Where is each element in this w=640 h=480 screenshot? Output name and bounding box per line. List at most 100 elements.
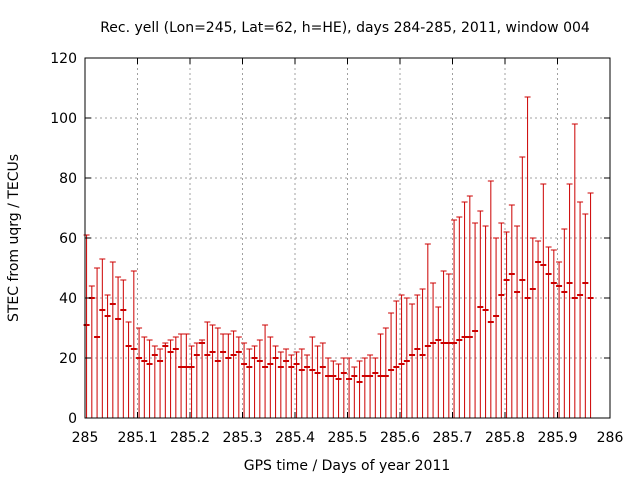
- error-bar: [262, 324, 269, 418]
- error-bar: [120, 279, 127, 418]
- error-bar: [314, 345, 321, 418]
- error-bar: [587, 192, 594, 418]
- error-bar: [125, 321, 132, 418]
- error-bar: [440, 270, 447, 418]
- error-bar: [193, 342, 200, 418]
- error-bar: [199, 339, 206, 418]
- error-bar: [298, 348, 305, 418]
- error-bar: [214, 327, 221, 418]
- error-bar: [141, 336, 148, 418]
- error-bar: [283, 348, 290, 418]
- error-bar: [514, 225, 521, 418]
- error-bar: [508, 204, 515, 418]
- error-bar: [104, 294, 111, 418]
- chart-title: Rec. yell (Lon=245, Lat=62, h=HE), days …: [100, 20, 590, 36]
- x-tick-label: 285.3: [222, 430, 262, 446]
- error-bar: [351, 366, 358, 418]
- error-bar: [340, 357, 347, 418]
- error-bar: [388, 312, 395, 418]
- error-bar: [225, 333, 232, 418]
- error-bar: [272, 345, 279, 418]
- x-tick-label: 285.5: [327, 430, 367, 446]
- data-series: [83, 96, 594, 418]
- error-bar: [209, 324, 216, 418]
- error-bar: [167, 339, 174, 418]
- grid-lines: [85, 58, 610, 418]
- error-bar: [445, 273, 452, 418]
- error-bar: [498, 222, 505, 418]
- error-bar: [94, 267, 101, 418]
- x-tick-label: 285.8: [485, 430, 525, 446]
- x-tick-label: 286: [597, 430, 624, 446]
- error-bar: [157, 348, 164, 418]
- error-bar: [304, 354, 311, 418]
- error-bar: [83, 234, 90, 418]
- x-axis-label: GPS time / Days of year 2011: [244, 458, 451, 474]
- error-bar: [561, 228, 568, 418]
- error-bar: [319, 342, 326, 418]
- error-bar: [451, 219, 458, 418]
- error-bar: [524, 96, 531, 418]
- error-bar: [109, 261, 116, 418]
- error-bar: [456, 216, 463, 418]
- x-tick-label: 285: [72, 430, 99, 446]
- error-bar: [414, 294, 421, 418]
- error-bar: [235, 336, 242, 418]
- error-bar: [477, 210, 484, 418]
- y-tick-label: 60: [59, 231, 77, 247]
- error-bar: [466, 195, 473, 418]
- error-bar: [162, 342, 169, 418]
- y-tick-label: 40: [59, 291, 77, 307]
- error-bar: [267, 336, 274, 418]
- error-bar: [230, 330, 237, 418]
- error-bar: [277, 351, 284, 418]
- error-bar: [566, 183, 573, 418]
- y-tick-label: 80: [59, 171, 77, 187]
- error-bar: [346, 357, 353, 418]
- error-bar: [246, 348, 253, 418]
- y-tick-label: 100: [50, 111, 77, 127]
- error-bar: [204, 321, 211, 418]
- error-bar: [556, 261, 563, 418]
- error-bar: [472, 222, 479, 418]
- error-bar: [571, 123, 578, 418]
- x-tick-label: 285.1: [117, 430, 157, 446]
- error-bar: [115, 276, 122, 418]
- error-bar: [335, 363, 342, 418]
- error-bar: [393, 300, 400, 418]
- error-bar: [288, 354, 295, 418]
- x-tick-label: 285.4: [275, 430, 315, 446]
- error-bar: [487, 180, 494, 418]
- x-tick-label: 285.2: [170, 430, 210, 446]
- error-bar: [130, 270, 137, 418]
- error-bar: [88, 285, 95, 418]
- error-bar: [256, 339, 263, 418]
- error-bar: [535, 240, 542, 418]
- error-bar: [582, 213, 589, 418]
- error-bar: [220, 333, 227, 418]
- error-bar: [424, 243, 431, 418]
- error-bar: [493, 237, 500, 418]
- error-bar: [172, 336, 179, 418]
- y-tick-label: 0: [68, 411, 77, 427]
- error-bar: [529, 237, 536, 418]
- axis-ticks: 285 285.1 285.2 285.3 285.4 285.5 285.6 285.7 28…: [50, 51, 623, 446]
- error-bar: [183, 333, 190, 418]
- error-bar: [461, 201, 468, 418]
- error-bar: [577, 201, 584, 418]
- error-bar: [136, 327, 143, 418]
- x-tick-label: 285.7: [432, 430, 472, 446]
- error-bar: [367, 354, 374, 418]
- error-bar: [178, 333, 185, 418]
- error-bar: [309, 336, 316, 418]
- error-bar: [241, 342, 248, 418]
- error-bar: [293, 351, 300, 418]
- error-bar: [482, 225, 489, 418]
- error-bar: [151, 345, 158, 418]
- error-bar: [503, 231, 510, 418]
- error-bar: [330, 360, 337, 418]
- error-bar: [419, 288, 426, 418]
- y-tick-label: 120: [50, 51, 77, 67]
- error-bar: [251, 345, 258, 418]
